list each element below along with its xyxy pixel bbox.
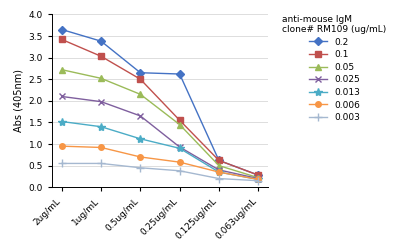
0.05 — [177, 123, 182, 126]
0.025 — [99, 100, 104, 103]
0.003 — [99, 162, 104, 165]
0.05 — [216, 164, 221, 167]
Line: 0.2: 0.2 — [59, 27, 261, 178]
0.025 — [216, 168, 221, 171]
0.006 — [177, 161, 182, 164]
0.013 — [256, 178, 260, 181]
0.013 — [138, 137, 143, 140]
0.1 — [138, 78, 143, 81]
0.2 — [99, 40, 104, 43]
0.013 — [60, 120, 64, 123]
0.006 — [216, 171, 221, 174]
0.003 — [256, 179, 260, 182]
0.1 — [99, 55, 104, 58]
0.2 — [256, 174, 260, 177]
0.006 — [138, 156, 143, 158]
0.1 — [216, 159, 221, 162]
0.2 — [60, 28, 64, 31]
0.2 — [216, 159, 221, 162]
0.003 — [138, 166, 143, 169]
0.05 — [99, 77, 104, 80]
Line: 0.006: 0.006 — [59, 143, 261, 182]
Y-axis label: Abs (405nm): Abs (405nm) — [13, 69, 23, 132]
Legend: 0.2, 0.1, 0.05, 0.025, 0.013, 0.006, 0.003: 0.2, 0.1, 0.05, 0.025, 0.013, 0.006, 0.0… — [279, 11, 390, 126]
0.013 — [216, 171, 221, 174]
0.025 — [256, 177, 260, 180]
0.006 — [60, 145, 64, 148]
Line: 0.013: 0.013 — [58, 117, 262, 184]
Line: 0.025: 0.025 — [58, 93, 262, 182]
0.013 — [177, 147, 182, 150]
0.025 — [60, 95, 64, 98]
0.003 — [216, 177, 221, 180]
0.05 — [256, 176, 260, 179]
0.003 — [177, 169, 182, 172]
Line: 0.05: 0.05 — [59, 67, 261, 180]
0.1 — [177, 119, 182, 122]
0.2 — [138, 71, 143, 74]
0.003 — [60, 162, 64, 165]
0.013 — [99, 125, 104, 128]
0.05 — [60, 68, 64, 71]
0.05 — [138, 93, 143, 96]
0.006 — [256, 178, 260, 181]
0.1 — [256, 174, 260, 177]
0.006 — [99, 146, 104, 149]
Line: 0.1: 0.1 — [59, 37, 261, 178]
0.2 — [177, 72, 182, 75]
0.1 — [60, 38, 64, 41]
0.025 — [177, 146, 182, 149]
0.025 — [138, 114, 143, 117]
Line: 0.003: 0.003 — [58, 159, 262, 185]
